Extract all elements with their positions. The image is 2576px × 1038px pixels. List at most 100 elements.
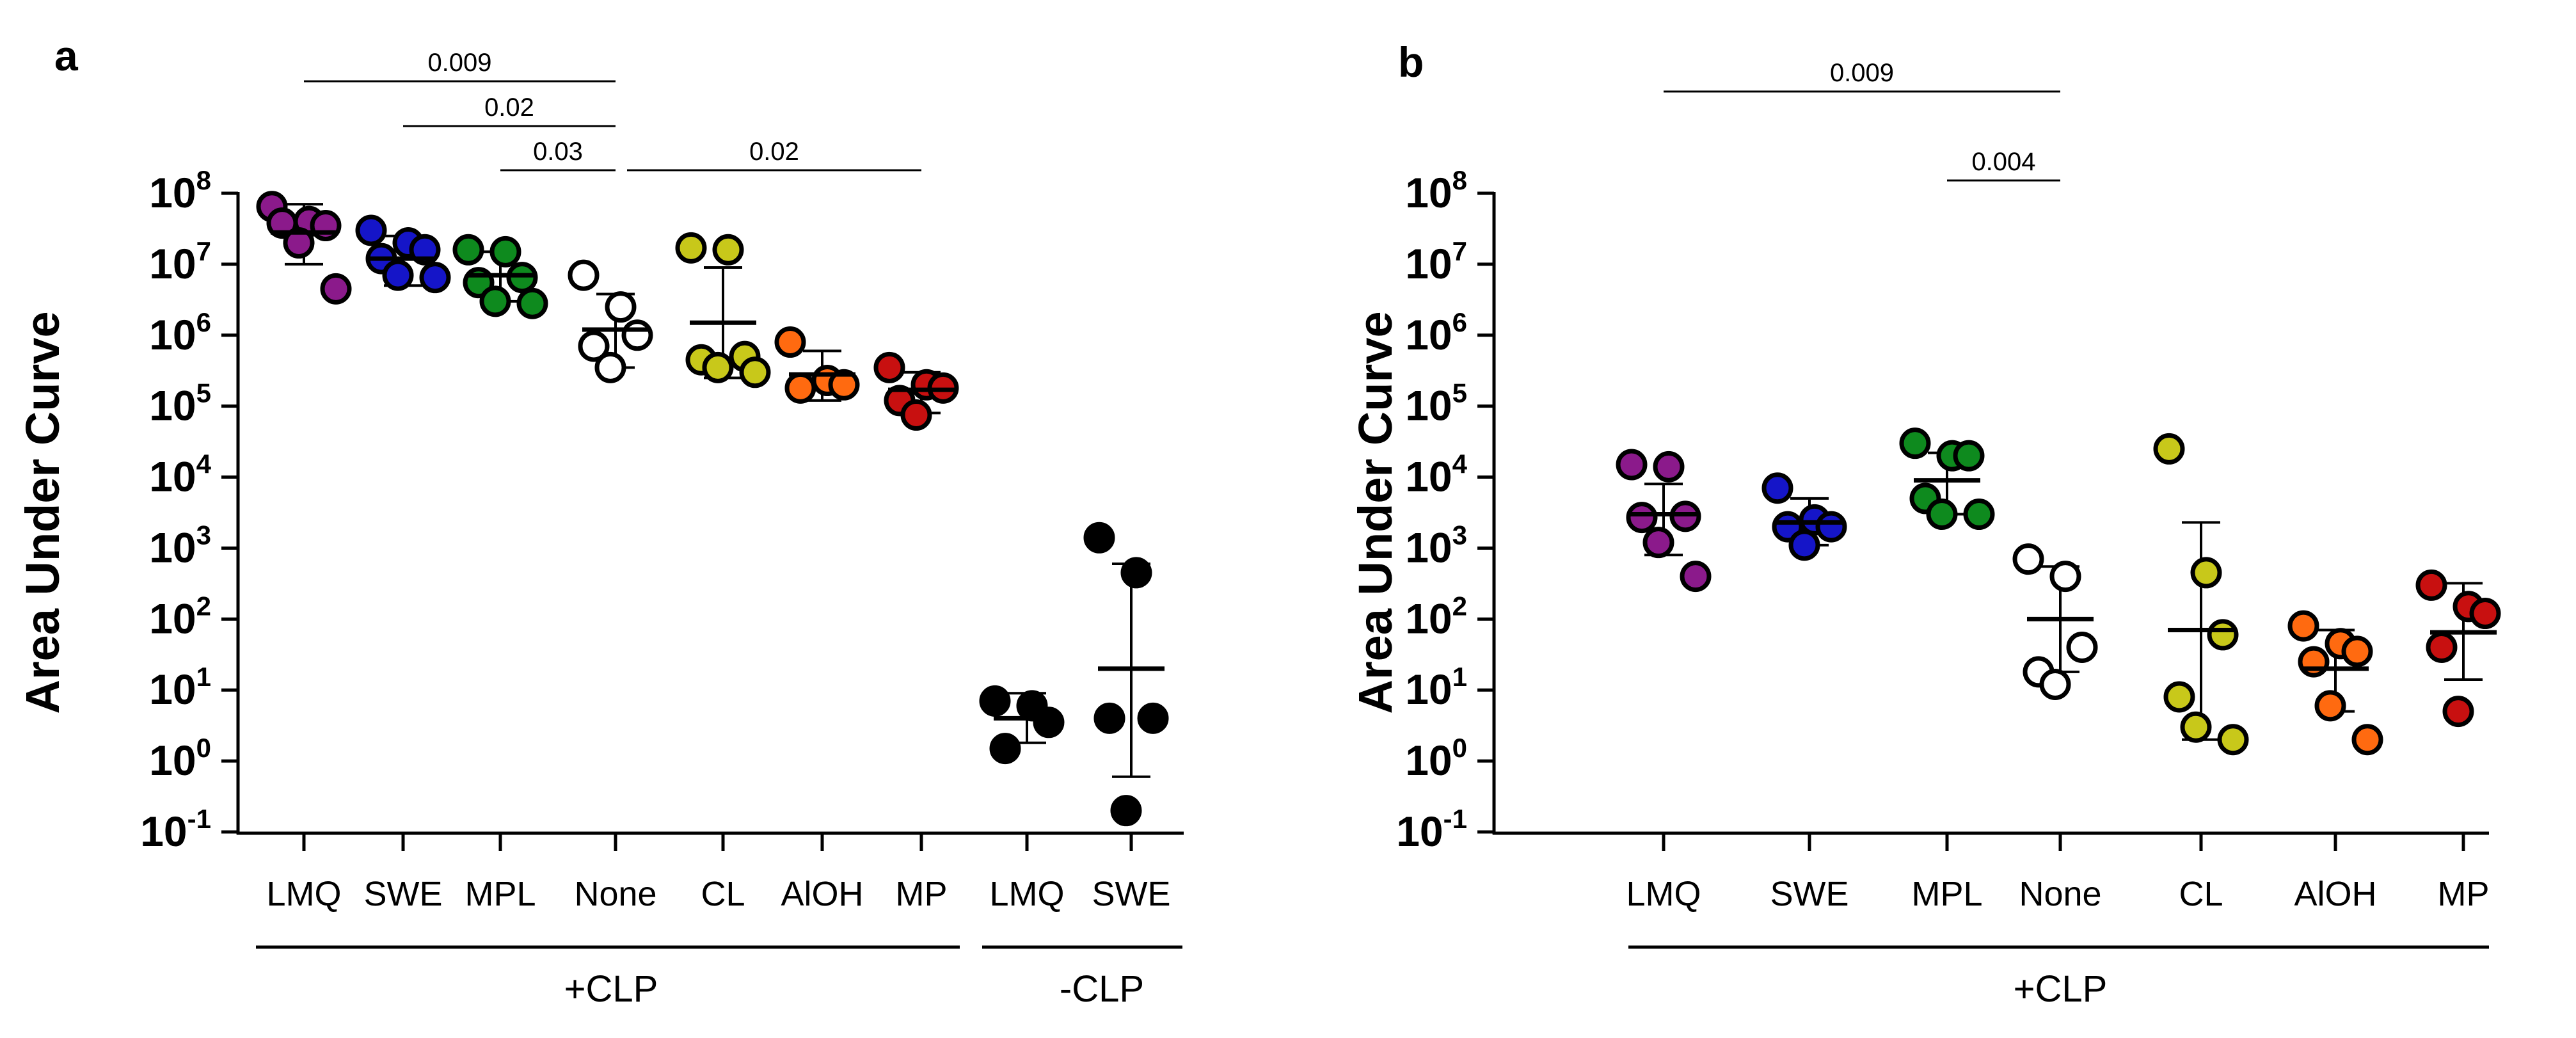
y-tick-exponent: 7 xyxy=(196,236,211,266)
y-tick-base: 10 xyxy=(140,808,187,855)
y-tick-label: 101 xyxy=(149,662,211,713)
y-tick-label: 101 xyxy=(1405,662,1467,713)
y-tick-exponent: -1 xyxy=(187,804,211,834)
y-tick-base: 10 xyxy=(149,523,196,571)
series-mpl xyxy=(1899,427,1995,531)
data-point xyxy=(1033,707,1065,739)
data-point xyxy=(1626,502,1658,534)
data-point xyxy=(2351,724,2383,756)
data-point xyxy=(774,326,806,358)
x-tick-label: MPL xyxy=(465,875,536,913)
y-tick-label: 106 xyxy=(1405,307,1467,358)
y-tick-exponent: 2 xyxy=(1452,591,1467,621)
data-point xyxy=(2012,543,2044,575)
data-point xyxy=(1963,499,1995,531)
data-point xyxy=(2287,610,2319,642)
x-tick-label: None xyxy=(2019,875,2101,913)
y-tick-exponent: 8 xyxy=(196,165,211,195)
data-point xyxy=(828,369,860,401)
series-none xyxy=(2012,543,2098,700)
data-point xyxy=(2442,696,2474,728)
x-tick-label: MP xyxy=(896,875,948,913)
y-tick-base: 10 xyxy=(149,169,196,216)
series-lmq xyxy=(256,191,352,305)
y-tick-label: 10-1 xyxy=(140,804,211,855)
data-point xyxy=(1899,427,1931,459)
y-tick-exponent: 0 xyxy=(196,733,211,763)
data-point xyxy=(1616,449,1648,481)
group-label: +CLP xyxy=(2014,968,2108,1010)
series-lmq xyxy=(1616,449,1712,593)
data-point xyxy=(2066,631,2098,663)
series-lmq xyxy=(979,685,1065,765)
y-tick-label: 103 xyxy=(149,520,211,571)
y-tick-label: 102 xyxy=(1405,591,1467,642)
data-point xyxy=(1083,522,1115,554)
y-tick-label: 108 xyxy=(1405,165,1467,216)
series-swe xyxy=(1083,522,1169,827)
y-tick-base: 10 xyxy=(1405,453,1452,500)
data-point xyxy=(479,285,511,317)
p-value-label: 0.009 xyxy=(1830,59,1894,87)
y-tick-exponent: 4 xyxy=(196,449,212,479)
data-point xyxy=(873,351,905,383)
data-point xyxy=(1680,561,1712,593)
x-tick-label: AlOH xyxy=(781,875,863,913)
data-point xyxy=(452,234,484,266)
x-tick-label: LMQ xyxy=(266,875,341,913)
y-tick-exponent: 7 xyxy=(1452,236,1467,266)
p-value-label: 0.03 xyxy=(533,138,583,166)
data-point xyxy=(702,351,734,383)
data-point xyxy=(2207,619,2239,651)
y-tick-label: 100 xyxy=(149,733,211,784)
x-tick-label: LMQ xyxy=(989,875,1064,913)
x-tick-label: MPL xyxy=(1911,875,1982,913)
data-point xyxy=(2426,631,2458,663)
y-tick-label: 107 xyxy=(149,236,211,287)
y-tick-base: 10 xyxy=(149,240,196,287)
series-cl xyxy=(675,232,771,388)
y-tick-base: 10 xyxy=(149,595,196,642)
y-tick-exponent: 4 xyxy=(1452,449,1468,479)
data-point xyxy=(2314,690,2346,722)
data-point xyxy=(419,262,451,294)
x-tick-label: CL xyxy=(2179,875,2223,913)
data-point xyxy=(568,259,600,291)
y-tick-base: 10 xyxy=(1405,666,1452,713)
data-point xyxy=(739,356,771,388)
y-tick-base: 10 xyxy=(1396,808,1443,855)
data-point xyxy=(506,262,538,294)
y-tick-base: 10 xyxy=(149,453,196,500)
data-point xyxy=(2298,646,2330,678)
y-tick-exponent: 3 xyxy=(196,520,211,550)
y-tick-base: 10 xyxy=(1405,311,1452,358)
data-point xyxy=(382,259,414,291)
data-point xyxy=(675,232,707,264)
data-point xyxy=(900,399,932,431)
y-tick-label: 105 xyxy=(1405,378,1467,429)
p-value-label: 0.004 xyxy=(1971,148,2035,176)
y-tick-exponent: 8 xyxy=(1452,165,1467,195)
p-value-label: 0.009 xyxy=(427,49,491,77)
y-tick-exponent: 2 xyxy=(196,591,211,621)
series-mp xyxy=(2415,569,2501,728)
data-point xyxy=(1137,702,1169,734)
y-axis-title: Area Under Curve xyxy=(16,311,69,714)
y-axis-title: Area Under Curve xyxy=(1349,311,1402,714)
series-swe xyxy=(1761,472,1847,561)
data-point xyxy=(2415,569,2447,601)
data-point xyxy=(266,207,298,239)
data-point xyxy=(605,291,637,323)
series-aloh xyxy=(774,326,860,404)
series-none xyxy=(568,259,653,383)
y-tick-label: 10-1 xyxy=(1396,804,1467,855)
data-point xyxy=(283,227,315,259)
x-tick-label: LMQ xyxy=(1626,875,1701,913)
y-tick-exponent: 1 xyxy=(196,662,211,692)
panel-label: a xyxy=(54,32,79,79)
group-label: -CLP xyxy=(1060,968,1144,1010)
data-point xyxy=(1953,440,1985,472)
